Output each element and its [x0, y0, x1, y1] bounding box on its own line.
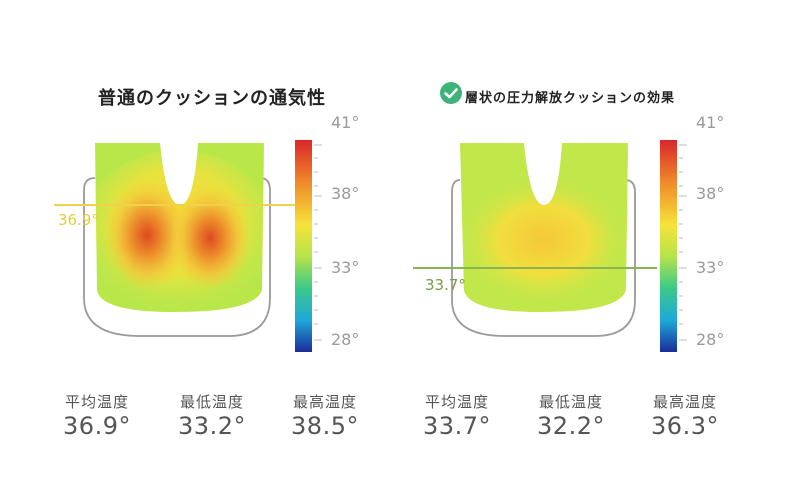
panel-title: 層状の圧力解放クッションの効果 [465, 91, 676, 106]
panel-layered-cushion: 層状の圧力解放クッションの効果 33.7° 41° 38° 33° 28° 平均… [395, 0, 790, 489]
scale-tick-label: 28° [331, 330, 360, 349]
stat-value: 33.2° [178, 412, 246, 440]
stat-average: 平均温度 36.9° [52, 391, 142, 440]
scale-tick-label: 38° [696, 184, 725, 203]
stat-value: 38.5° [291, 412, 359, 440]
panel-normal-cushion: 普通のクッションの通気性 36.9° 41° 38° 33° 28° 平均温度 … [52, 88, 370, 440]
stat-maximum: 最高温度 38.5° [280, 391, 370, 440]
stat-maximum: 最高温度 36.3° [640, 391, 730, 440]
stat-minimum: 最低温度 32.2° [526, 391, 616, 440]
stat-minimum: 最低温度 33.2° [167, 391, 257, 440]
heatmap-layered [413, 140, 687, 352]
seat-outline [83, 177, 271, 337]
heatmap-normal [54, 140, 322, 352]
panel-title: 普通のクッションの通気性 [98, 88, 326, 109]
stat-label: 平均温度 [424, 393, 489, 411]
scale-tick-label: 38° [331, 184, 360, 203]
checkmark-icon [440, 82, 462, 104]
seat-outline [451, 179, 636, 337]
stat-average: 平均温度 33.7° [412, 391, 502, 440]
scale-tick-label: 41° [696, 113, 725, 132]
color-scale-bar [660, 140, 677, 352]
scale-tick-label: 33° [696, 258, 725, 277]
scale-tick-label: 28° [696, 330, 725, 349]
scale-tick-label: 33° [331, 258, 360, 277]
scale-ticks [314, 144, 322, 341]
stat-value: 36.3° [651, 412, 719, 440]
stat-value: 36.9° [63, 412, 131, 440]
line-temperature-label: 36.9° [58, 211, 99, 229]
scale-ticks [679, 144, 687, 341]
stat-label: 最高温度 [292, 393, 357, 411]
line-temperature-label: 33.7° [425, 276, 466, 294]
color-scale-bar [295, 140, 312, 352]
stat-value: 32.2° [537, 412, 605, 440]
scale-tick-label: 41° [331, 113, 360, 132]
stat-label: 最低温度 [179, 393, 244, 411]
stat-value: 33.7° [423, 412, 491, 440]
stat-label: 平均温度 [64, 393, 129, 411]
stat-label: 最高温度 [652, 393, 717, 411]
stat-label: 最低温度 [538, 393, 603, 411]
